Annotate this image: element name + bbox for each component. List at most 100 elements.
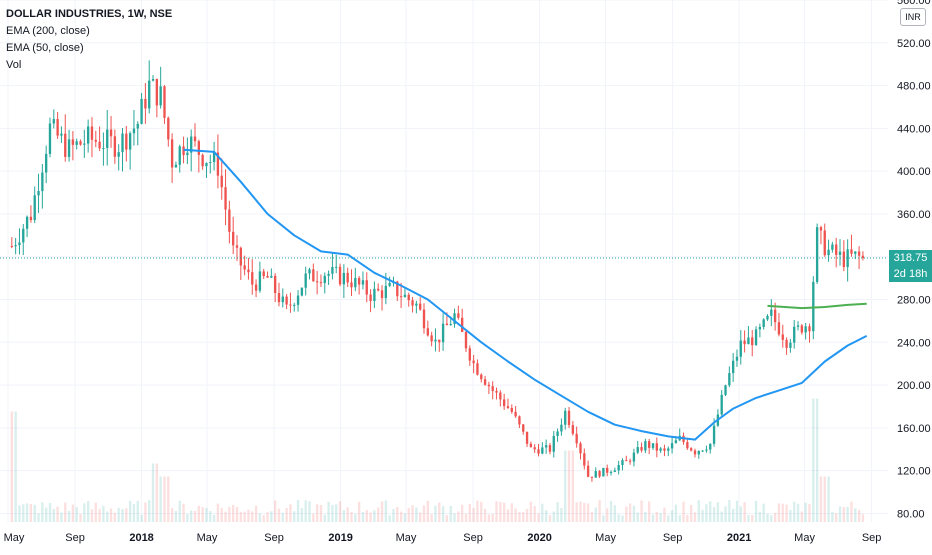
candle[interactable] <box>90 117 94 158</box>
candle[interactable] <box>403 287 407 298</box>
candle[interactable] <box>319 274 323 287</box>
candle[interactable] <box>300 287 304 297</box>
candle[interactable] <box>212 141 216 171</box>
candle[interactable] <box>235 235 239 261</box>
candle[interactable] <box>380 285 384 311</box>
candle[interactable] <box>293 302 296 312</box>
candle[interactable] <box>846 239 849 282</box>
candle[interactable] <box>273 273 277 303</box>
candle[interactable] <box>728 366 731 388</box>
candle[interactable] <box>312 263 315 282</box>
candle[interactable] <box>136 121 139 146</box>
candle[interactable] <box>357 276 361 295</box>
candle[interactable] <box>686 439 689 450</box>
candle[interactable] <box>155 78 159 118</box>
candle[interactable] <box>247 257 250 280</box>
candle[interactable] <box>170 133 174 183</box>
candle[interactable] <box>441 313 445 351</box>
candle[interactable] <box>468 345 471 366</box>
candle[interactable] <box>415 300 418 314</box>
candle[interactable] <box>106 109 109 166</box>
candle[interactable] <box>705 445 708 453</box>
candle[interactable] <box>75 138 78 150</box>
candle[interactable] <box>625 455 628 462</box>
candle[interactable] <box>541 442 544 455</box>
candle[interactable] <box>590 476 594 482</box>
candle[interactable] <box>808 323 811 343</box>
ema50-line[interactable] <box>183 148 868 441</box>
candle[interactable] <box>270 268 273 279</box>
candle[interactable] <box>575 426 578 448</box>
candle[interactable] <box>29 205 33 223</box>
candle[interactable] <box>766 314 769 321</box>
candle[interactable] <box>438 339 441 352</box>
candle[interactable] <box>335 254 338 274</box>
candle[interactable] <box>232 216 235 255</box>
candle[interactable] <box>197 139 201 173</box>
candle[interactable] <box>361 271 365 290</box>
candle[interactable] <box>483 375 487 386</box>
candle[interactable] <box>102 132 105 166</box>
candle[interactable] <box>693 448 697 458</box>
candle[interactable] <box>151 75 155 82</box>
candle[interactable] <box>815 223 819 285</box>
candle[interactable] <box>220 158 223 200</box>
candle[interactable] <box>480 373 483 383</box>
candle[interactable] <box>178 144 181 173</box>
candle[interactable] <box>457 305 460 320</box>
candle[interactable] <box>739 330 742 365</box>
candle[interactable] <box>789 339 792 353</box>
candle[interactable] <box>205 162 208 178</box>
candle[interactable] <box>850 234 853 257</box>
candle[interactable] <box>239 246 242 281</box>
candle[interactable] <box>148 60 151 114</box>
candle[interactable] <box>667 446 670 457</box>
candle[interactable] <box>64 114 67 162</box>
candle[interactable] <box>18 228 21 255</box>
candle[interactable] <box>701 450 704 453</box>
candle[interactable] <box>628 458 632 465</box>
candle[interactable] <box>632 448 636 467</box>
candle[interactable] <box>140 92 143 125</box>
candle[interactable] <box>83 129 86 158</box>
candle[interactable] <box>388 276 391 288</box>
candle[interactable] <box>514 406 517 418</box>
candle[interactable] <box>564 407 567 430</box>
candle[interactable] <box>510 404 513 414</box>
candle[interactable] <box>804 323 807 340</box>
candle[interactable] <box>651 443 655 451</box>
candle[interactable] <box>422 303 426 334</box>
candle[interactable] <box>338 263 342 287</box>
candle[interactable] <box>533 444 536 453</box>
candle[interactable] <box>552 430 555 458</box>
candle[interactable] <box>621 458 624 471</box>
candle[interactable] <box>60 126 63 143</box>
candle[interactable] <box>499 390 502 407</box>
candle[interactable] <box>33 186 36 224</box>
candle[interactable] <box>743 330 746 353</box>
candle[interactable] <box>644 438 647 454</box>
candle[interactable] <box>495 387 498 400</box>
candle[interactable] <box>167 116 170 147</box>
candle[interactable] <box>224 169 227 226</box>
candle[interactable] <box>346 267 349 287</box>
x-axis[interactable]: May Sep 2018 May Sep 2019 May Sep 2020 May Sep 2021… <box>4 532 882 544</box>
candle[interactable] <box>251 259 254 295</box>
candle[interactable] <box>94 130 97 148</box>
candle[interactable] <box>48 117 52 158</box>
candle[interactable] <box>697 450 700 459</box>
candle[interactable] <box>277 282 281 307</box>
candle[interactable] <box>659 447 662 454</box>
candle[interactable] <box>411 296 414 313</box>
candle[interactable] <box>758 323 762 338</box>
candle[interactable] <box>426 320 429 337</box>
candle[interactable] <box>861 251 865 261</box>
candle[interactable] <box>754 326 758 346</box>
candle[interactable] <box>609 470 613 476</box>
candle[interactable] <box>121 128 124 172</box>
candle[interactable] <box>560 418 563 436</box>
candle[interactable] <box>128 131 132 170</box>
candle[interactable] <box>430 331 433 347</box>
candle[interactable] <box>579 441 582 460</box>
